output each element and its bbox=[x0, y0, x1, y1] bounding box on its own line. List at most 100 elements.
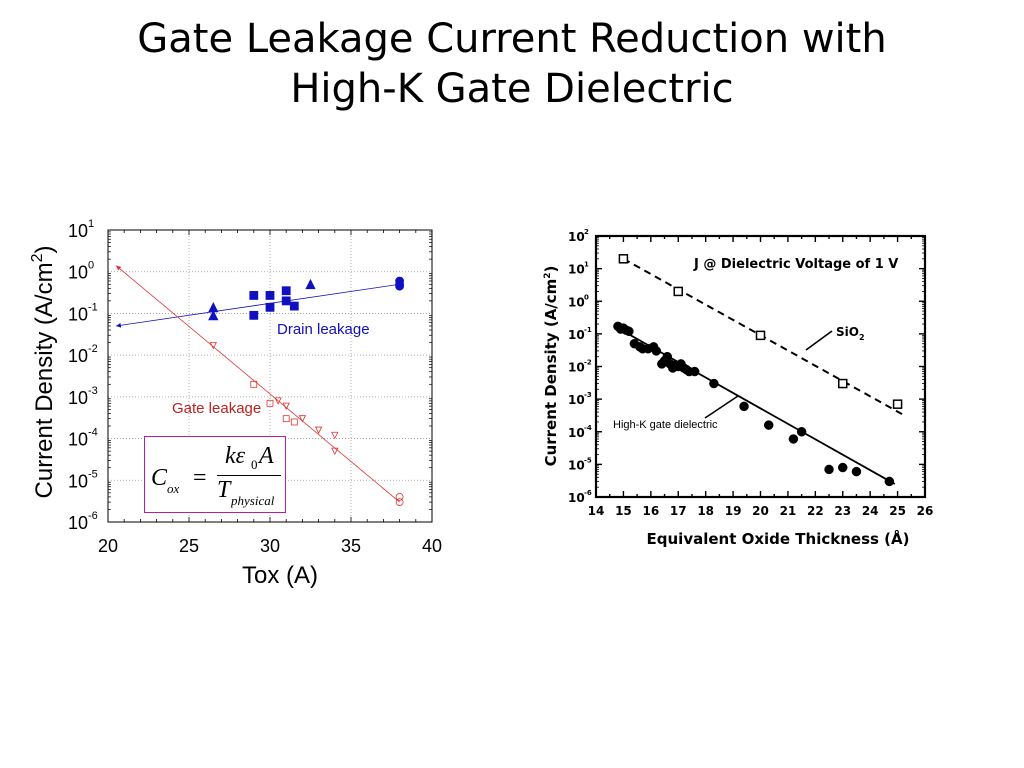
slide-title-line1: Gate Leakage Current Reduction with bbox=[137, 16, 887, 62]
y-tick-label: 10 bbox=[568, 328, 585, 342]
high-k-circle-point bbox=[788, 434, 799, 444]
y-tick-label: 10 bbox=[568, 295, 585, 309]
y-tick-label: 10 bbox=[68, 221, 88, 241]
sio2-square-point bbox=[618, 254, 629, 264]
y-tick-exponent: -2 bbox=[584, 359, 592, 367]
y-tick-label: 10 bbox=[568, 426, 585, 440]
high-k-pointer-line bbox=[704, 395, 739, 419]
gate-square-point bbox=[282, 415, 290, 423]
y-tick-exponent: -1 bbox=[88, 301, 98, 313]
high-k-circle-point bbox=[689, 366, 700, 377]
high-k-label: High-K gate dielectric bbox=[613, 419, 718, 431]
formula-numerator-tail: A bbox=[259, 443, 274, 469]
y-tick-exponent: 1 bbox=[88, 218, 94, 230]
gate-triangle-point bbox=[331, 447, 339, 456]
formula-lhs-sub: ox bbox=[167, 481, 180, 496]
gate-trend-line bbox=[115, 265, 400, 503]
sio2-label: SiO2 bbox=[836, 325, 865, 342]
x-tick-label: 22 bbox=[807, 504, 824, 518]
gate-triangle-point bbox=[314, 426, 323, 434]
sio2-square-point bbox=[673, 286, 683, 297]
y-tick-label: 10 bbox=[68, 388, 88, 408]
formula-denominator-sub: physical bbox=[231, 493, 275, 508]
y-tick-exponent: -6 bbox=[88, 510, 98, 522]
x-axis-label: Equivalent Oxide Thickness (Å) bbox=[647, 529, 910, 548]
x-tick-label: 26 bbox=[917, 504, 934, 518]
slide-title-line2: High-K Gate Dielectric bbox=[290, 66, 734, 112]
formula-numerator-sub: 0 bbox=[251, 457, 258, 472]
x-tick-label: 24 bbox=[862, 504, 879, 518]
y-tick-label: 10 bbox=[68, 263, 88, 283]
formula-equals: = bbox=[193, 465, 207, 491]
sio2-square-point bbox=[838, 378, 848, 389]
y-tick-exponent: -3 bbox=[88, 385, 98, 397]
high-k-circle-point bbox=[796, 427, 807, 437]
y-axis-label: Current Density (A/cm2) bbox=[29, 246, 58, 499]
gate-triangle-point bbox=[209, 342, 217, 350]
x-tick-label: 16 bbox=[642, 504, 659, 518]
y-tick-exponent: -1 bbox=[584, 326, 592, 334]
y-tick-exponent: 0 bbox=[88, 260, 94, 272]
slide-title: Gate Leakage Current Reduction with High… bbox=[0, 14, 1024, 114]
gate-triangle-point bbox=[274, 397, 282, 405]
x-tick-label: 21 bbox=[780, 504, 797, 518]
x-tick-label: 17 bbox=[670, 504, 687, 518]
y-tick-exponent: 0 bbox=[584, 293, 589, 301]
y-tick-label: 10 bbox=[568, 491, 585, 505]
y-tick-label: 10 bbox=[68, 430, 88, 450]
y-tick-exponent: -4 bbox=[88, 427, 98, 439]
gate-square-point bbox=[266, 399, 274, 407]
y-tick-label: 10 bbox=[68, 471, 88, 491]
y-tick-label: 10 bbox=[568, 263, 585, 277]
y-tick-exponent: -4 bbox=[584, 424, 592, 432]
high-k-circle-point bbox=[884, 476, 895, 487]
gate-leakage-label: Gate leakage bbox=[172, 400, 261, 417]
gate-circle-point bbox=[395, 498, 404, 506]
x-tick-label: 25 bbox=[889, 504, 906, 518]
y-tick-label: 10 bbox=[568, 393, 585, 407]
x-axis-label: Tox (A) bbox=[242, 562, 318, 589]
x-tick-label: 25 bbox=[179, 536, 199, 556]
x-tick-label: 23 bbox=[834, 504, 851, 518]
y-tick-exponent: -5 bbox=[584, 456, 592, 464]
gate-triangle-point bbox=[282, 402, 290, 411]
x-tick-label: 20 bbox=[98, 536, 118, 556]
x-tick-label: 19 bbox=[725, 504, 742, 518]
y-tick-exponent: -5 bbox=[88, 468, 98, 480]
y-axis-label: Current Density (A/cm2) bbox=[542, 266, 560, 467]
y-tick-exponent: -6 bbox=[584, 489, 592, 497]
high-k-circle-point bbox=[838, 462, 848, 473]
high-k-circle-point bbox=[824, 464, 834, 475]
drain-square-point bbox=[249, 291, 259, 300]
sio2-square-point bbox=[755, 330, 766, 341]
drain-square-point bbox=[265, 291, 275, 300]
gate-square-point bbox=[250, 380, 258, 388]
formula-lhs: C bbox=[151, 465, 168, 491]
plot-frame bbox=[594, 234, 927, 499]
x-tick-label: 20 bbox=[752, 504, 769, 518]
y-tick-label: 10 bbox=[568, 458, 585, 472]
drain-circle-point bbox=[395, 281, 405, 291]
formula-denominator: T bbox=[217, 477, 231, 503]
gate-triangle-point bbox=[331, 431, 339, 440]
plot-frame bbox=[107, 229, 433, 523]
high-k-circle-point bbox=[624, 326, 634, 337]
high-k-circle-point bbox=[709, 378, 719, 389]
drain-square-point bbox=[281, 296, 291, 306]
drain-square-point bbox=[289, 301, 299, 311]
y-tick-label: 10 bbox=[68, 513, 88, 533]
formula-numerator: kε bbox=[225, 443, 246, 469]
x-tick-label: 14 bbox=[588, 504, 605, 518]
gate-circle-point bbox=[395, 492, 404, 501]
y-tick-label: 10 bbox=[568, 361, 585, 375]
x-tick-label: 35 bbox=[341, 536, 361, 556]
y-tick-label: 10 bbox=[568, 230, 585, 244]
drain-trend-line bbox=[116, 283, 400, 328]
chart-title: J @ Dielectric Voltage of 1 V bbox=[693, 257, 898, 272]
y-tick-exponent: -2 bbox=[88, 343, 98, 355]
y-tick-exponent: 1 bbox=[584, 261, 589, 269]
gate-triangle-point bbox=[298, 415, 307, 423]
drain-square-point bbox=[265, 302, 275, 312]
high-k-circle-point bbox=[739, 401, 749, 412]
